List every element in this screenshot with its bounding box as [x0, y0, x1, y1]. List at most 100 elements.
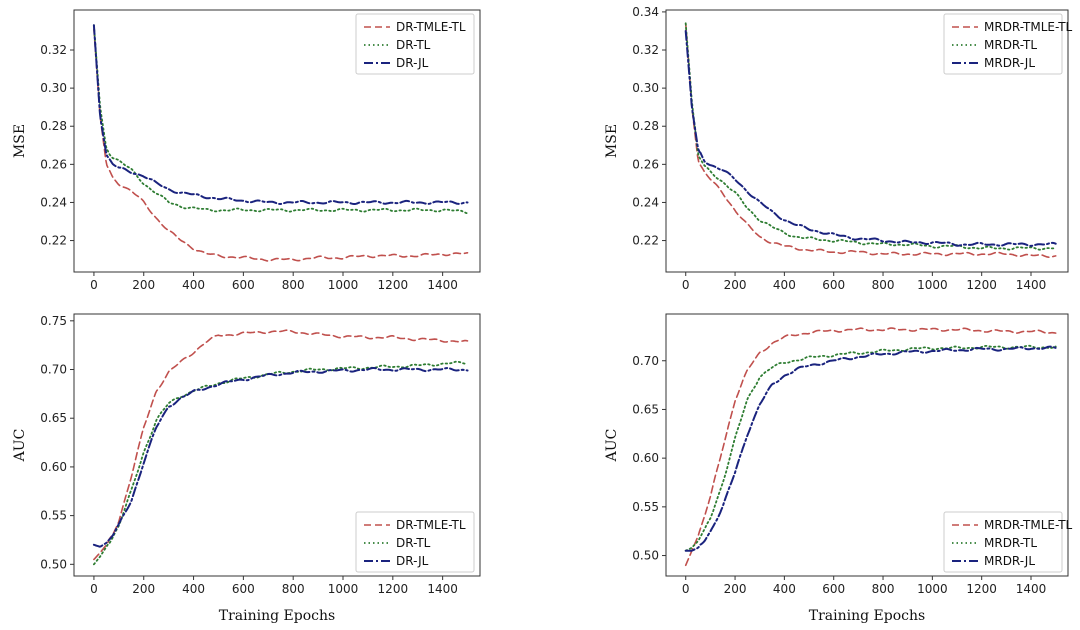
x-tick-label: 0	[90, 278, 98, 292]
series-line-jl	[92, 24, 469, 206]
y-tick-label: 0.70	[632, 354, 659, 368]
legend-box	[943, 511, 1063, 573]
series-line-jl	[684, 345, 1057, 552]
x-tick-label: 1200	[966, 582, 997, 596]
plot-frame	[73, 9, 481, 273]
x-tick-label: 200	[724, 582, 747, 596]
x-tick-label: 1400	[427, 582, 458, 596]
x-tick-label: 800	[872, 582, 895, 596]
series-line-tmle	[93, 329, 469, 561]
x-tick-label: 0	[682, 278, 690, 292]
x-tick-label: 1200	[378, 278, 409, 292]
legend-label: DR-TMLE-TL	[396, 518, 466, 532]
y-tick-label: 0.60	[40, 460, 67, 474]
legend-label: DR-TL	[396, 38, 431, 52]
y-tick-label: 0.32	[40, 43, 67, 57]
y-axis-title: AUC	[12, 429, 28, 463]
legend-box	[943, 13, 1063, 75]
x-tick-label: 0	[682, 582, 690, 596]
y-tick-label: 0.28	[40, 119, 67, 133]
mse-mrdr-chart: 0 200 400 600 800 1000 1200 1400 0.22 0.24 0.26 0.2…	[604, 5, 1073, 292]
legend-label: MRDR-TL	[984, 536, 1037, 550]
x-tick-label: 600	[232, 278, 255, 292]
x-axis-title: Training Epochs	[219, 608, 335, 624]
x-tick-label: 1400	[427, 278, 458, 292]
x-tick-label: 1200	[966, 278, 997, 292]
y-tick-label: 0.50	[632, 549, 659, 563]
legend: MRDR-TMLE-TL MRDR-TL MRDR-JL	[943, 13, 1073, 75]
x-tick-label: 200	[724, 278, 747, 292]
legend-label: MRDR-TMLE-TL	[984, 518, 1073, 532]
x-tick-label: 600	[822, 582, 845, 596]
y-tick-label: 0.26	[40, 157, 67, 171]
series-line-tl	[684, 22, 1057, 251]
y-tick-label: 0.55	[632, 500, 659, 514]
x-tick-label: 800	[282, 582, 305, 596]
legend-label: MRDR-JL	[984, 56, 1035, 70]
y-axis-title: MSE	[604, 124, 620, 158]
y-tick-label: 0.55	[40, 509, 67, 523]
y-tick-label: 0.32	[632, 43, 659, 57]
y-axis-title: MSE	[12, 124, 28, 158]
legend-label: DR-JL	[396, 554, 429, 568]
y-tick-label: 0.30	[632, 81, 659, 95]
y-tick-label: 0.50	[40, 557, 67, 571]
x-tick-label: 400	[182, 582, 205, 596]
legend: DR-TMLE-TL DR-TL DR-JL	[355, 511, 475, 573]
y-axis-title: AUC	[604, 429, 620, 463]
y-tick-label: 0.60	[632, 451, 659, 465]
legend: DR-TMLE-TL DR-TL DR-JL	[355, 13, 475, 75]
series-line-tmle	[93, 28, 469, 262]
y-tick-label: 0.24	[40, 195, 67, 209]
mse-dr-chart: 0 200 400 600 800 1000 1200 1400 0.22 0.24 0.26 0.2…	[12, 9, 481, 292]
legend-label: MRDR-TMLE-TL	[984, 20, 1073, 34]
legend: MRDR-TMLE-TL MRDR-TL MRDR-JL	[943, 511, 1073, 573]
y-tick-label: 0.65	[40, 411, 67, 425]
x-tick-label: 600	[822, 278, 845, 292]
y-tick-label: 0.22	[632, 234, 659, 248]
x-tick-label: 1000	[328, 278, 359, 292]
series-line-tl	[93, 24, 469, 215]
legend-box	[355, 13, 475, 75]
x-tick-label: 1400	[1016, 278, 1047, 292]
x-tick-label: 200	[132, 278, 155, 292]
legend-label: DR-TL	[396, 536, 431, 550]
series-line-tmle	[684, 327, 1057, 567]
x-tick-label: 400	[182, 278, 205, 292]
x-tick-label: 600	[232, 582, 255, 596]
y-tick-label: 0.34	[632, 5, 659, 19]
legend-label: DR-TMLE-TL	[396, 20, 466, 34]
plot-frame	[73, 313, 481, 577]
y-tick-label: 0.70	[40, 363, 67, 377]
x-tick-label: 1000	[917, 278, 948, 292]
x-tick-label: 0	[90, 582, 98, 596]
y-tick-label: 0.75	[40, 314, 67, 328]
x-tick-label: 800	[282, 278, 305, 292]
y-tick-label: 0.28	[632, 119, 659, 133]
y-tick-label: 0.30	[40, 81, 67, 95]
series-line-tmle	[684, 22, 1057, 259]
x-tick-label: 800	[872, 278, 895, 292]
series-line-jl	[684, 30, 1057, 247]
series-line-tl	[93, 360, 469, 566]
y-tick-label: 0.26	[632, 157, 659, 171]
auc-dr-chart: 0 200 400 600 800 1000 1200 1400 0.50 0.55 0.60 0.6…	[12, 313, 481, 624]
x-axis-title: Training Epochs	[809, 608, 925, 624]
x-tick-label: 1200	[378, 582, 409, 596]
series-line-tl	[684, 344, 1057, 552]
x-tick-label: 400	[773, 582, 796, 596]
y-tick-label: 0.65	[632, 402, 659, 416]
y-tick-label: 0.24	[632, 195, 659, 209]
y-tick-label: 0.22	[40, 234, 67, 248]
x-tick-label: 400	[773, 278, 796, 292]
legend-box	[355, 511, 475, 573]
legend-label: MRDR-TL	[984, 38, 1037, 52]
series-line-jl	[92, 366, 469, 548]
x-tick-label: 1000	[917, 582, 948, 596]
x-tick-label: 1400	[1016, 582, 1047, 596]
auc-mrdr-chart: 0 200 400 600 800 1000 1200 1400 0.50 0.55 0.60 0.6…	[604, 313, 1073, 624]
x-tick-label: 200	[132, 582, 155, 596]
plot-frame	[665, 313, 1069, 577]
x-tick-label: 1000	[328, 582, 359, 596]
